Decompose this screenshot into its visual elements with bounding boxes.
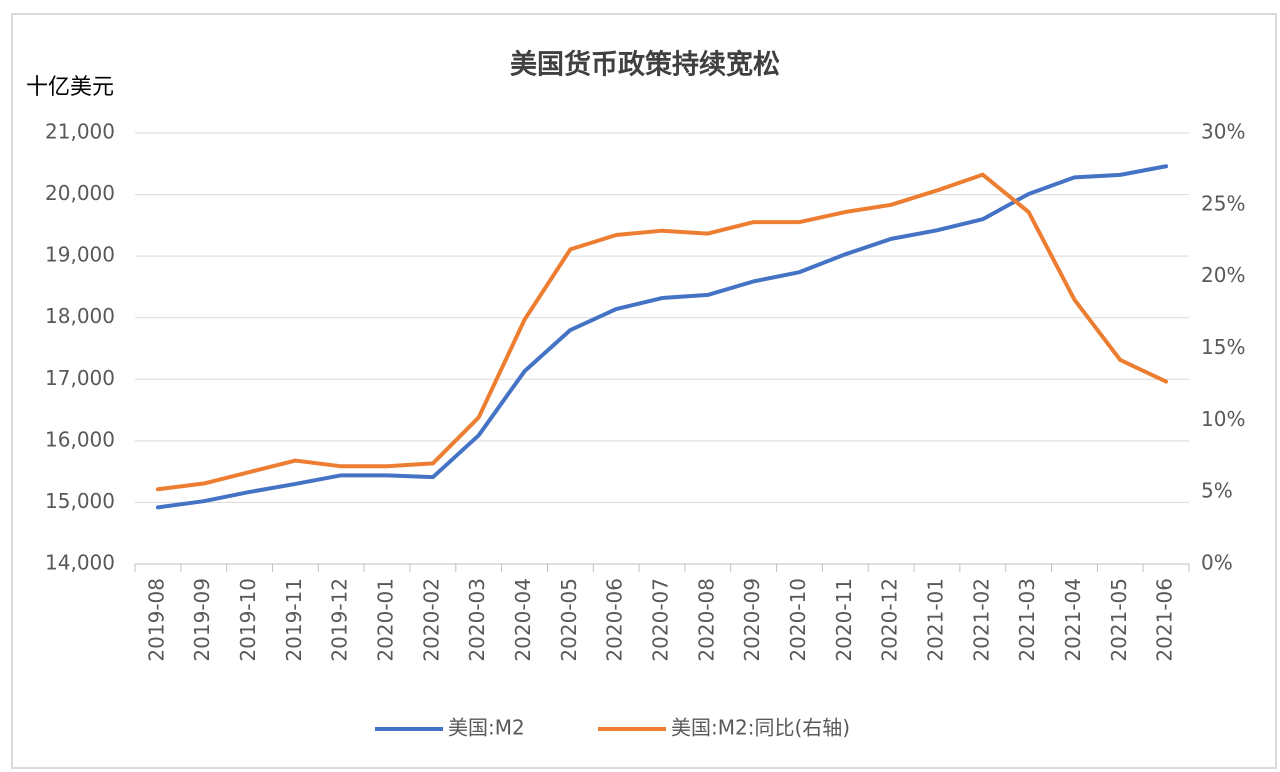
y2-tick-label: 25% <box>1201 191 1245 215</box>
y-tick-label: 19,000 <box>45 243 115 267</box>
x-tick-label: 2020-09 <box>740 578 764 662</box>
y2-tick-label: 5% <box>1201 479 1233 503</box>
y2-tick-label: 30% <box>1201 120 1245 144</box>
x-tick-label: 2021-05 <box>1107 578 1131 662</box>
chart-title: 美国货币政策持续宽松 <box>510 49 780 81</box>
y-tick-label: 20,000 <box>45 181 115 205</box>
x-tick-label: 2020-02 <box>419 578 443 662</box>
x-tick-label: 2019-08 <box>144 578 168 662</box>
series-line <box>155 164 1169 510</box>
x-tick-label: 2019-09 <box>190 578 214 662</box>
x-tick-label: 2020-01 <box>374 578 398 662</box>
y2-tick-label: 10% <box>1201 407 1245 431</box>
legend-label: 美国:M2:同比(右轴) <box>671 716 850 740</box>
x-tick-label: 2020-12 <box>878 578 902 662</box>
x-tick-label: 2020-07 <box>649 578 673 662</box>
y2-tick-label: 15% <box>1201 335 1245 359</box>
x-tick-label: 2021-04 <box>1061 578 1085 662</box>
y-tick-label: 16,000 <box>45 427 115 451</box>
x-tick-label: 2020-04 <box>511 578 535 662</box>
frame <box>11 13 1277 769</box>
y-tick-label: 17,000 <box>45 366 115 390</box>
x-tick-label: 2021-06 <box>1153 578 1177 662</box>
x-tick-label: 2020-05 <box>557 578 581 662</box>
y-tick-label: 15,000 <box>45 489 115 513</box>
series-line <box>155 172 1169 492</box>
y-tick-label: 21,000 <box>45 120 115 144</box>
x-tick-label: 2020-03 <box>465 578 489 662</box>
x-tick-label: 2020-08 <box>694 578 718 662</box>
y2-tick-label: 0% <box>1201 551 1233 575</box>
x-tick-label: 2021-02 <box>969 578 993 662</box>
x-tick-label: 2020-06 <box>603 578 627 662</box>
legend-label: 美国:M2 <box>448 716 525 740</box>
x-tick-label: 2020-10 <box>786 578 810 662</box>
x-tick-label: 2019-12 <box>328 578 352 662</box>
y2-tick-label: 20% <box>1201 263 1245 287</box>
x-tick-label: 2020-11 <box>832 578 856 662</box>
y-axis-label: 十亿美元 <box>26 75 114 100</box>
y-tick-label: 14,000 <box>45 551 115 575</box>
y-tick-label: 18,000 <box>45 304 115 328</box>
x-tick-label: 2019-11 <box>282 578 306 662</box>
x-tick-label: 2021-03 <box>1015 578 1039 662</box>
x-tick-label: 2021-01 <box>923 578 947 662</box>
x-tick-label: 2019-10 <box>236 578 260 662</box>
